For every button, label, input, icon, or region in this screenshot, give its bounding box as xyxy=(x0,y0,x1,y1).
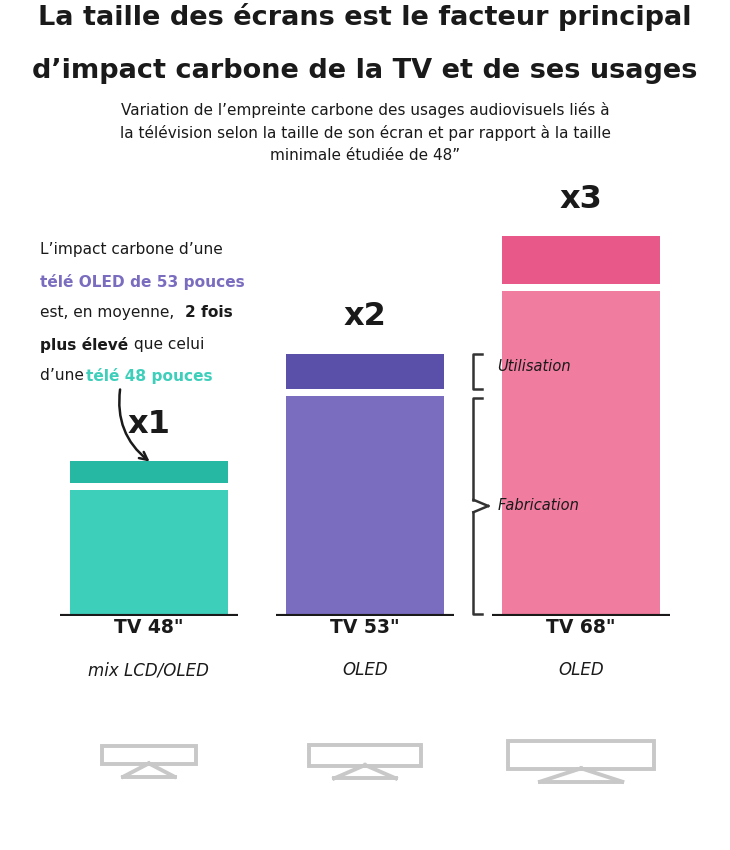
Text: TV 48": TV 48" xyxy=(114,619,184,638)
Text: x2: x2 xyxy=(344,302,386,332)
Text: mix LCD/OLED: mix LCD/OLED xyxy=(88,661,210,679)
Text: que celui: que celui xyxy=(129,337,204,352)
FancyBboxPatch shape xyxy=(508,741,654,769)
Text: d’impact carbone de la TV et de ses usages: d’impact carbone de la TV et de ses usag… xyxy=(32,58,698,83)
Text: OLED: OLED xyxy=(342,661,388,679)
Text: OLED: OLED xyxy=(558,661,604,679)
FancyBboxPatch shape xyxy=(102,746,196,764)
Text: L’impact carbone d’une: L’impact carbone d’une xyxy=(40,242,223,258)
Text: télé 48 pouces: télé 48 pouces xyxy=(86,368,212,384)
FancyBboxPatch shape xyxy=(310,745,420,766)
Text: télé OLED de 53 pouces: télé OLED de 53 pouces xyxy=(40,274,245,290)
Bar xyxy=(70,461,228,484)
Text: Variation de l’empreinte carbone des usages audiovisuels liés à
la télévision se: Variation de l’empreinte carbone des usa… xyxy=(120,102,610,162)
Text: x3: x3 xyxy=(560,184,602,215)
Text: 2 fois: 2 fois xyxy=(185,305,232,320)
Text: x1: x1 xyxy=(127,409,170,439)
Bar xyxy=(502,292,660,616)
Text: TV 68": TV 68" xyxy=(546,619,616,638)
Bar xyxy=(286,396,444,616)
Text: d’une: d’une xyxy=(40,368,89,383)
Text: Fabrication: Fabrication xyxy=(497,498,580,513)
Bar xyxy=(70,490,228,616)
Text: TV 53": TV 53" xyxy=(330,619,400,638)
Text: La taille des écrans est le facteur principal: La taille des écrans est le facteur prin… xyxy=(38,3,692,31)
Bar xyxy=(286,354,444,389)
Text: plus élevé: plus élevé xyxy=(40,337,128,353)
Bar xyxy=(502,236,660,284)
Text: Utilisation: Utilisation xyxy=(497,359,571,374)
Text: est, en moyenne,: est, en moyenne, xyxy=(40,305,180,320)
